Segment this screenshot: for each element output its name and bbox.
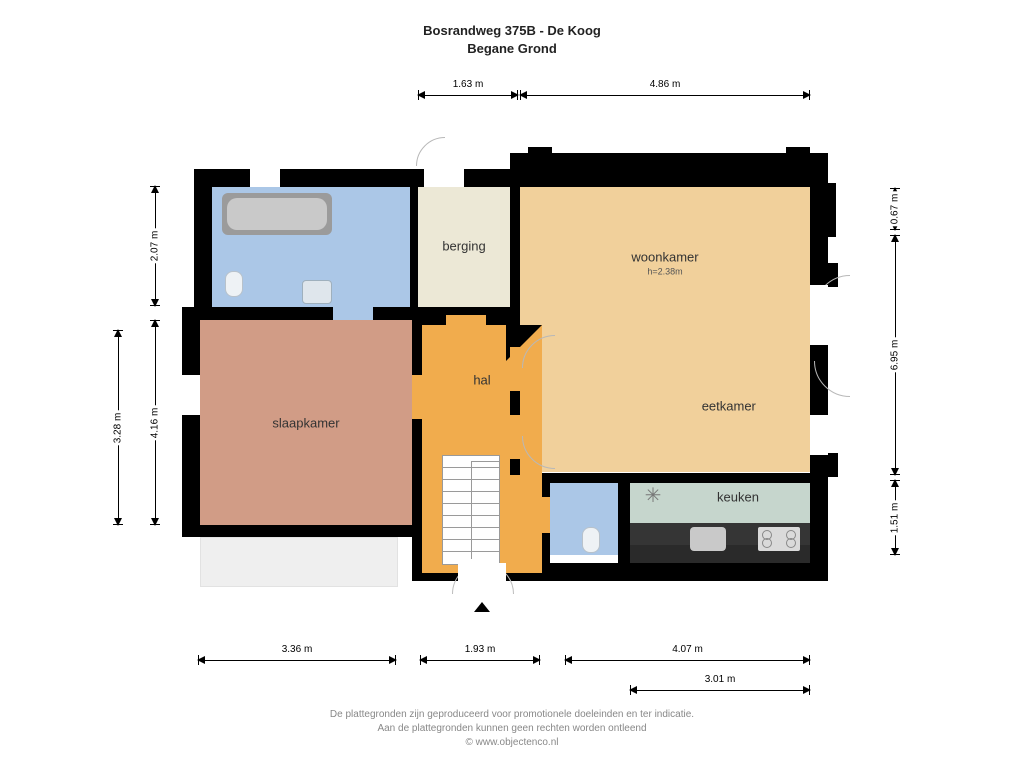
dim-right-2-label: 1.51 m [890,500,901,535]
room-slaapkamer-label: slaapkamer [272,415,339,430]
room-eetkamer-label: eetkamer [702,398,756,413]
opening [510,415,520,459]
room-woonkamer-label-text: woonkamer [631,250,698,265]
opening [424,169,464,187]
sink-icon [302,280,332,304]
wall-int [618,475,630,573]
hob-icon [758,527,800,551]
floorplan: berging woonkamer h=2.38m eetkamer slaap… [190,165,850,595]
dim-left-0-label: 2.07 m [150,229,161,264]
room-woonkamer-sublabel: h=2.38m [631,267,698,277]
footer-block: De plattegronden zijn geproduceerd voor … [0,708,1024,750]
extractor-icon: ✳ [638,480,668,510]
wall-int [410,187,418,315]
dim-right-1-label: 6.95 m [890,338,901,373]
dim-bottom-0-label: 3.36 m [280,644,315,655]
opening [810,415,828,455]
wall [510,153,828,169]
entry-arrow-icon [474,602,490,612]
dim-top-0-label: 1.63 m [451,79,486,90]
dim-bottom-1-label: 1.93 m [463,644,498,655]
title-line1: Bosrandweg 375B - De Koog [0,22,1024,40]
wall [510,169,828,187]
wall [194,169,520,187]
exterior-slab [200,537,398,587]
footer-line2: Aan de plattegronden kunnen geen rechten… [0,722,1024,736]
room-berging-label: berging [442,238,485,253]
wall-int [542,473,828,483]
wall [182,523,418,537]
dim-right-0-label: 0.67 m [890,192,901,227]
dim-bottom-2-label: 4.07 m [670,644,705,655]
opening [412,375,422,419]
wall [194,169,212,325]
room-keuken-label: keuken [717,490,759,505]
dim-bottom-3-label: 3.01 m [703,674,738,685]
wall [786,147,810,159]
wall [528,147,552,159]
wall-int [412,315,422,575]
room-eetkamer: eetkamer [520,377,810,472]
wall [182,307,200,535]
opening [542,497,550,533]
opening [250,169,280,187]
bathtub-icon [222,193,332,235]
dim-left-1-label: 4.16 m [150,405,161,440]
room-woonkamer-label: woonkamer h=2.38m [631,250,698,277]
dim-left-2-label: 3.28 m [113,410,124,445]
toilet2-icon [582,527,600,553]
floorplan-canvas: Bosrandweg 375B - De Koog Begane Grond 1… [0,0,1024,768]
room-woonkamer: woonkamer h=2.38m [520,187,810,377]
room-hal-label: hal [473,372,490,387]
opening [333,307,373,320]
kitchen-sink-icon [690,527,726,551]
opening [458,563,506,581]
footer-line1: De plattegronden zijn geproduceerd voor … [0,708,1024,722]
opening [510,347,520,391]
opening [182,375,200,415]
room-berging: berging [418,187,510,315]
title-line2: Begane Grond [0,40,1024,58]
opening [810,285,828,345]
room-slaapkamer: slaapkamer [200,320,412,525]
stairs-icon [442,455,500,565]
opening [446,315,486,325]
wall [810,225,836,237]
dim-top-1-label: 4.86 m [648,79,683,90]
title-block: Bosrandweg 375B - De Koog Begane Grond [0,22,1024,57]
toilet-icon [225,271,243,297]
footer-line3: © www.objectenco.nl [0,736,1024,750]
